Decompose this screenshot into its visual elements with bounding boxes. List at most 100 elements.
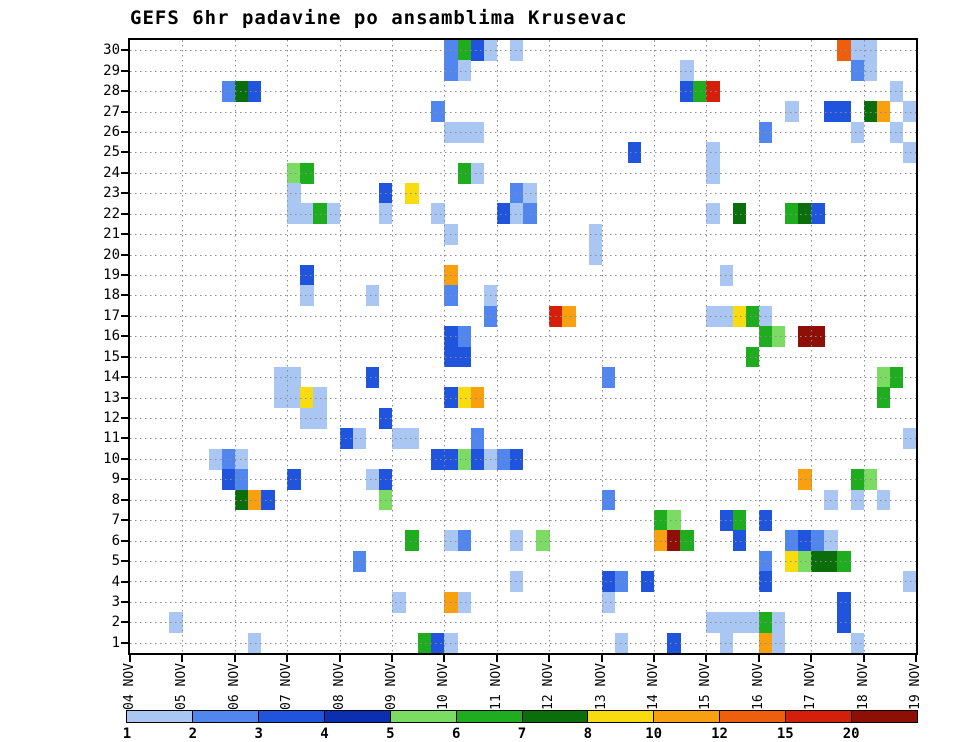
y-tick-label: 12 xyxy=(103,410,120,426)
x-tick xyxy=(915,655,917,662)
y-tick xyxy=(121,274,128,276)
legend-tick-label: 6 xyxy=(451,726,461,742)
gridline-vertical xyxy=(863,40,865,653)
x-tick-label: 14 NOV xyxy=(646,663,661,710)
y-tick-label: 22 xyxy=(103,205,120,222)
x-tick-label: 16 NOV xyxy=(750,663,766,710)
gridline-horizontal xyxy=(130,540,916,542)
x-tick-label: 09 NOV xyxy=(384,663,399,710)
x-tick-label: 07 NOV xyxy=(279,663,295,710)
y-tick-label: 25 xyxy=(103,144,120,161)
y-tick xyxy=(121,253,128,256)
y-tick-label: 26 xyxy=(103,123,120,140)
y-tick-label: 8 xyxy=(111,491,120,508)
chart-title: GEFS 6hr padavine po ansamblima Krusevac xyxy=(130,7,628,29)
x-tick xyxy=(548,655,551,662)
y-tick-label: 18 xyxy=(103,287,120,304)
y-tick-label: 20 xyxy=(103,246,120,263)
gridline-horizontal xyxy=(130,152,916,154)
x-tick xyxy=(233,655,236,662)
legend-segment xyxy=(390,711,457,722)
y-tick xyxy=(121,600,128,603)
gridline-horizontal xyxy=(130,418,916,420)
y-tick xyxy=(121,396,128,399)
x-tick xyxy=(181,655,184,662)
y-tick xyxy=(121,294,128,297)
gridline-horizontal xyxy=(130,254,916,256)
gridline-horizontal xyxy=(130,295,916,297)
gridline-horizontal xyxy=(130,561,916,563)
gridline-horizontal xyxy=(130,213,916,215)
y-tick xyxy=(121,519,128,522)
y-tick-label: 14 xyxy=(103,369,120,386)
x-tick-label: 08 NOV xyxy=(331,663,347,710)
legend-segment xyxy=(852,711,918,722)
x-tick xyxy=(810,655,813,662)
legend-tick-label: 5 xyxy=(386,726,395,742)
gridline-vertical xyxy=(601,40,603,653)
legend-tick-label: 15 xyxy=(776,726,794,742)
y-tick xyxy=(121,539,128,542)
y-tick xyxy=(121,192,128,195)
y-tick-label: 4 xyxy=(111,573,120,590)
gridline-horizontal xyxy=(130,91,916,93)
x-tick xyxy=(286,655,289,662)
y-tick-label: 16 xyxy=(103,328,120,345)
x-tick-label: 17 NOV xyxy=(803,663,819,710)
gridline-vertical xyxy=(444,40,446,653)
x-tick-label: 04 NOV xyxy=(122,663,137,710)
x-tick xyxy=(862,655,865,662)
gridline-horizontal xyxy=(130,479,916,481)
y-tick xyxy=(121,376,128,379)
y-tick-label: 23 xyxy=(103,185,120,202)
x-tick-label: 18 NOV xyxy=(855,663,871,710)
gridline-horizontal xyxy=(130,520,916,522)
y-tick xyxy=(121,498,128,501)
x-tick-label: 05 NOV xyxy=(174,663,190,710)
y-tick xyxy=(121,560,128,562)
gridline-horizontal xyxy=(130,601,916,603)
gridline-horizontal xyxy=(130,193,916,195)
gridline-horizontal xyxy=(130,377,916,379)
legend-tick-label: 20 xyxy=(842,726,860,742)
legend-segment xyxy=(522,711,589,722)
x-tick xyxy=(600,655,603,662)
legend-tick-label: 4 xyxy=(320,726,329,742)
y-tick-label: 29 xyxy=(103,62,120,79)
gridline-horizontal xyxy=(130,274,916,276)
gridline-horizontal xyxy=(130,336,916,338)
y-tick-label: 13 xyxy=(103,389,120,406)
legend-segment xyxy=(127,711,193,722)
y-tick xyxy=(121,335,128,338)
y-tick-label: 1 xyxy=(111,634,120,651)
x-tick xyxy=(705,655,708,662)
y-tick-label: 21 xyxy=(103,226,120,243)
legend-tick-label: 8 xyxy=(583,726,593,742)
plot-area xyxy=(128,38,918,655)
x-tick-label: 12 NOV xyxy=(541,663,557,710)
x-tick xyxy=(391,655,393,662)
y-tick-label: 9 xyxy=(111,471,120,488)
gridline-vertical xyxy=(549,40,551,653)
x-tick xyxy=(443,655,446,662)
gridline-horizontal xyxy=(130,356,916,358)
y-tick-label: 10 xyxy=(103,450,120,467)
gridline-horizontal xyxy=(130,50,916,52)
legend-tick-label: 10 xyxy=(645,726,663,742)
y-tick-label: 11 xyxy=(103,430,120,447)
gridline-horizontal xyxy=(130,111,916,113)
y-tick xyxy=(121,478,128,481)
x-tick-label: 19 NOV xyxy=(908,663,923,710)
x-tick-label: 10 NOV xyxy=(436,663,452,710)
y-tick xyxy=(121,110,128,113)
y-tick-label: 5 xyxy=(111,553,120,569)
legend-tick-label: 1 xyxy=(122,726,132,742)
y-tick-label: 3 xyxy=(111,593,120,610)
gridline-vertical xyxy=(758,40,760,653)
legend-segment xyxy=(192,711,259,722)
legend-segment xyxy=(786,711,853,722)
y-tick-label: 30 xyxy=(103,42,120,59)
y-tick xyxy=(121,69,128,72)
legend-tick-label: 7 xyxy=(517,726,527,742)
